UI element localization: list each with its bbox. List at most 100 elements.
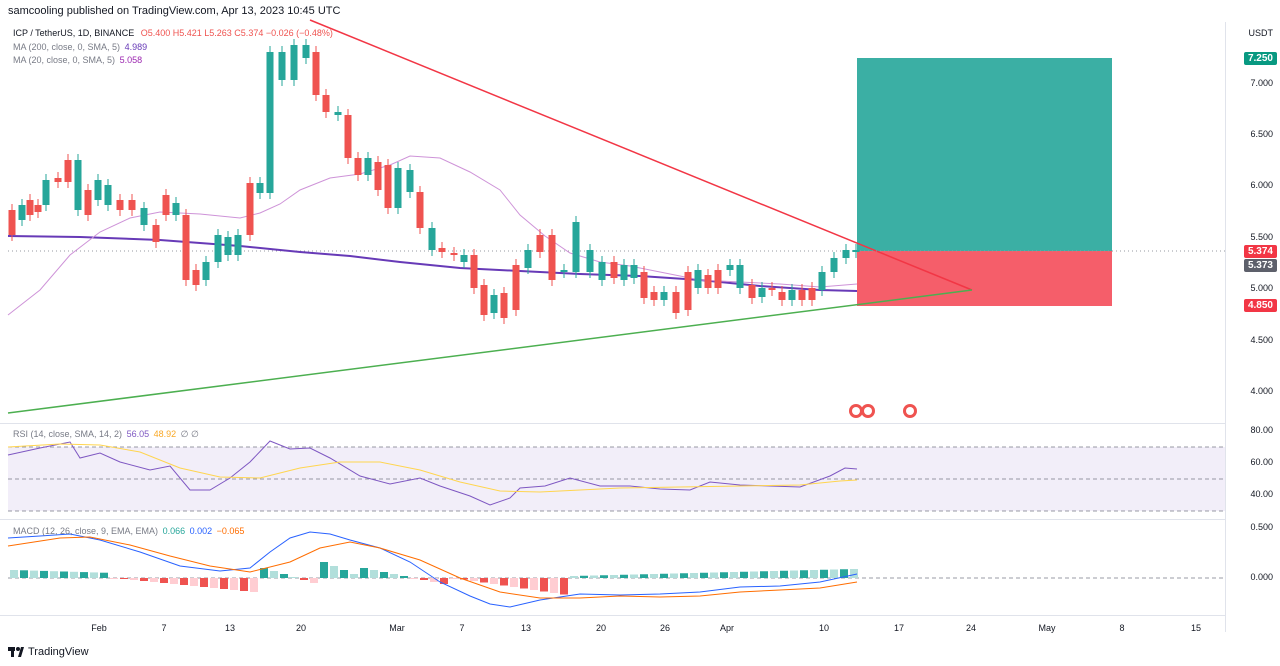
support-trendline[interactable] bbox=[7, 289, 973, 414]
candle-body[interactable] bbox=[598, 262, 606, 280]
ma200-legend[interactable]: MA (200, close, 0, SMA, 5) 4.989 bbox=[13, 42, 147, 52]
flag-icons[interactable] bbox=[849, 404, 917, 418]
candle-body[interactable] bbox=[808, 288, 816, 300]
candle-body[interactable] bbox=[364, 158, 372, 175]
candle-body[interactable] bbox=[128, 200, 136, 210]
candle-body[interactable] bbox=[84, 190, 92, 215]
candle-body[interactable] bbox=[640, 272, 648, 298]
candle-body[interactable] bbox=[536, 235, 544, 252]
candle-body[interactable] bbox=[548, 235, 556, 280]
symbol-legend[interactable]: ICP / TetherUS, 1D, BINANCE O5.400 H5.42… bbox=[13, 28, 333, 38]
pane-separator[interactable] bbox=[0, 519, 1225, 520]
candle-body[interactable] bbox=[334, 112, 342, 115]
candle-body[interactable] bbox=[64, 160, 72, 182]
candle-body[interactable] bbox=[94, 180, 102, 200]
macd-bar bbox=[660, 573, 668, 578]
candle-body[interactable] bbox=[672, 292, 680, 313]
price-axis[interactable]: USDT 7.000 6.500 6.000 5.500 5.000 4.500… bbox=[1225, 22, 1280, 632]
candle-body[interactable] bbox=[234, 235, 242, 255]
candle-body[interactable] bbox=[778, 292, 786, 300]
candle-body[interactable] bbox=[214, 235, 222, 262]
candle-body[interactable] bbox=[610, 262, 618, 278]
candle-body[interactable] bbox=[480, 285, 488, 315]
ma20-legend[interactable]: MA (20, close, 0, SMA, 5) 5.058 bbox=[13, 55, 142, 65]
rsi-legend[interactable]: RSI (14, close, SMA, 14, 2) 56.05 48.92 … bbox=[13, 429, 199, 440]
candle-body[interactable] bbox=[428, 228, 436, 250]
candle-body[interactable] bbox=[768, 288, 776, 290]
candle-body[interactable] bbox=[42, 180, 50, 205]
candle-body[interactable] bbox=[34, 205, 42, 212]
candle-body[interactable] bbox=[620, 265, 628, 280]
candle-body[interactable] bbox=[246, 183, 254, 235]
candle-body[interactable] bbox=[182, 215, 190, 280]
candle-body[interactable] bbox=[266, 52, 274, 193]
candle-body[interactable] bbox=[104, 185, 112, 205]
candle-body[interactable] bbox=[512, 265, 520, 310]
candle-body[interactable] bbox=[524, 250, 532, 268]
candle-body[interactable] bbox=[54, 178, 62, 182]
candle-body[interactable] bbox=[500, 293, 508, 318]
candle-body[interactable] bbox=[450, 253, 458, 255]
candle-body[interactable] bbox=[162, 195, 170, 215]
candle-body[interactable] bbox=[830, 258, 838, 272]
candle-body[interactable] bbox=[374, 162, 382, 190]
candle-body[interactable] bbox=[140, 208, 148, 225]
candle-body[interactable] bbox=[470, 255, 478, 288]
candle-body[interactable] bbox=[312, 52, 320, 95]
candle-body[interactable] bbox=[302, 45, 310, 58]
candle-body[interactable] bbox=[748, 285, 756, 298]
macd-bar bbox=[610, 575, 618, 578]
candle-body[interactable] bbox=[714, 270, 722, 288]
candle-body[interactable] bbox=[290, 45, 298, 80]
candle-body[interactable] bbox=[842, 250, 850, 258]
candle-body[interactable] bbox=[8, 210, 16, 235]
candle-body[interactable] bbox=[650, 292, 658, 300]
candle-body[interactable] bbox=[758, 288, 766, 297]
candle-body[interactable] bbox=[818, 272, 826, 290]
candle-body[interactable] bbox=[202, 262, 210, 280]
candle-body[interactable] bbox=[572, 222, 580, 272]
candle-body[interactable] bbox=[354, 158, 362, 175]
candle-body[interactable] bbox=[416, 192, 424, 228]
candle-body[interactable] bbox=[660, 292, 668, 300]
candle-body[interactable] bbox=[256, 183, 264, 193]
candle-body[interactable] bbox=[798, 290, 806, 300]
candle-body[interactable] bbox=[460, 255, 468, 262]
candle-body[interactable] bbox=[726, 265, 734, 270]
candle-body[interactable] bbox=[704, 275, 712, 288]
macd-bar bbox=[60, 571, 68, 578]
resistance-trendline[interactable] bbox=[309, 19, 973, 291]
candle-body[interactable] bbox=[192, 270, 200, 285]
candle-body[interactable] bbox=[116, 200, 124, 210]
candle-body[interactable] bbox=[788, 290, 796, 300]
candle-body[interactable] bbox=[18, 205, 26, 220]
candle-body[interactable] bbox=[26, 200, 34, 215]
candle-body[interactable] bbox=[344, 115, 352, 158]
candle-body[interactable] bbox=[586, 250, 594, 272]
pane-separator[interactable] bbox=[0, 615, 1225, 616]
candle-body[interactable] bbox=[694, 270, 702, 288]
candle-body[interactable] bbox=[852, 250, 860, 252]
candle-body[interactable] bbox=[630, 265, 638, 278]
target-zone[interactable] bbox=[857, 58, 1112, 251]
candle-body[interactable] bbox=[406, 170, 414, 192]
candle-body[interactable] bbox=[224, 237, 232, 255]
candle-body[interactable] bbox=[384, 165, 392, 208]
candle-body[interactable] bbox=[152, 225, 160, 242]
macd-legend[interactable]: MACD (12, 26, close, 9, EMA, EMA) 0.066 … bbox=[13, 526, 244, 536]
candle-body[interactable] bbox=[490, 295, 498, 313]
candle-body[interactable] bbox=[74, 160, 82, 210]
candle-body[interactable] bbox=[172, 203, 180, 215]
stop-price-badge: 4.850 bbox=[1243, 299, 1277, 312]
time-tick: 7 bbox=[161, 623, 167, 633]
candle-body[interactable] bbox=[736, 265, 744, 288]
candle-body[interactable] bbox=[322, 95, 330, 112]
candle-body[interactable] bbox=[438, 248, 446, 252]
candle-body[interactable] bbox=[278, 52, 286, 80]
candle-body[interactable] bbox=[684, 272, 692, 310]
candle-body[interactable] bbox=[394, 168, 402, 208]
pane-separator[interactable] bbox=[0, 423, 1225, 424]
candle-body[interactable] bbox=[560, 270, 568, 272]
candles[interactable] bbox=[8, 39, 860, 324]
